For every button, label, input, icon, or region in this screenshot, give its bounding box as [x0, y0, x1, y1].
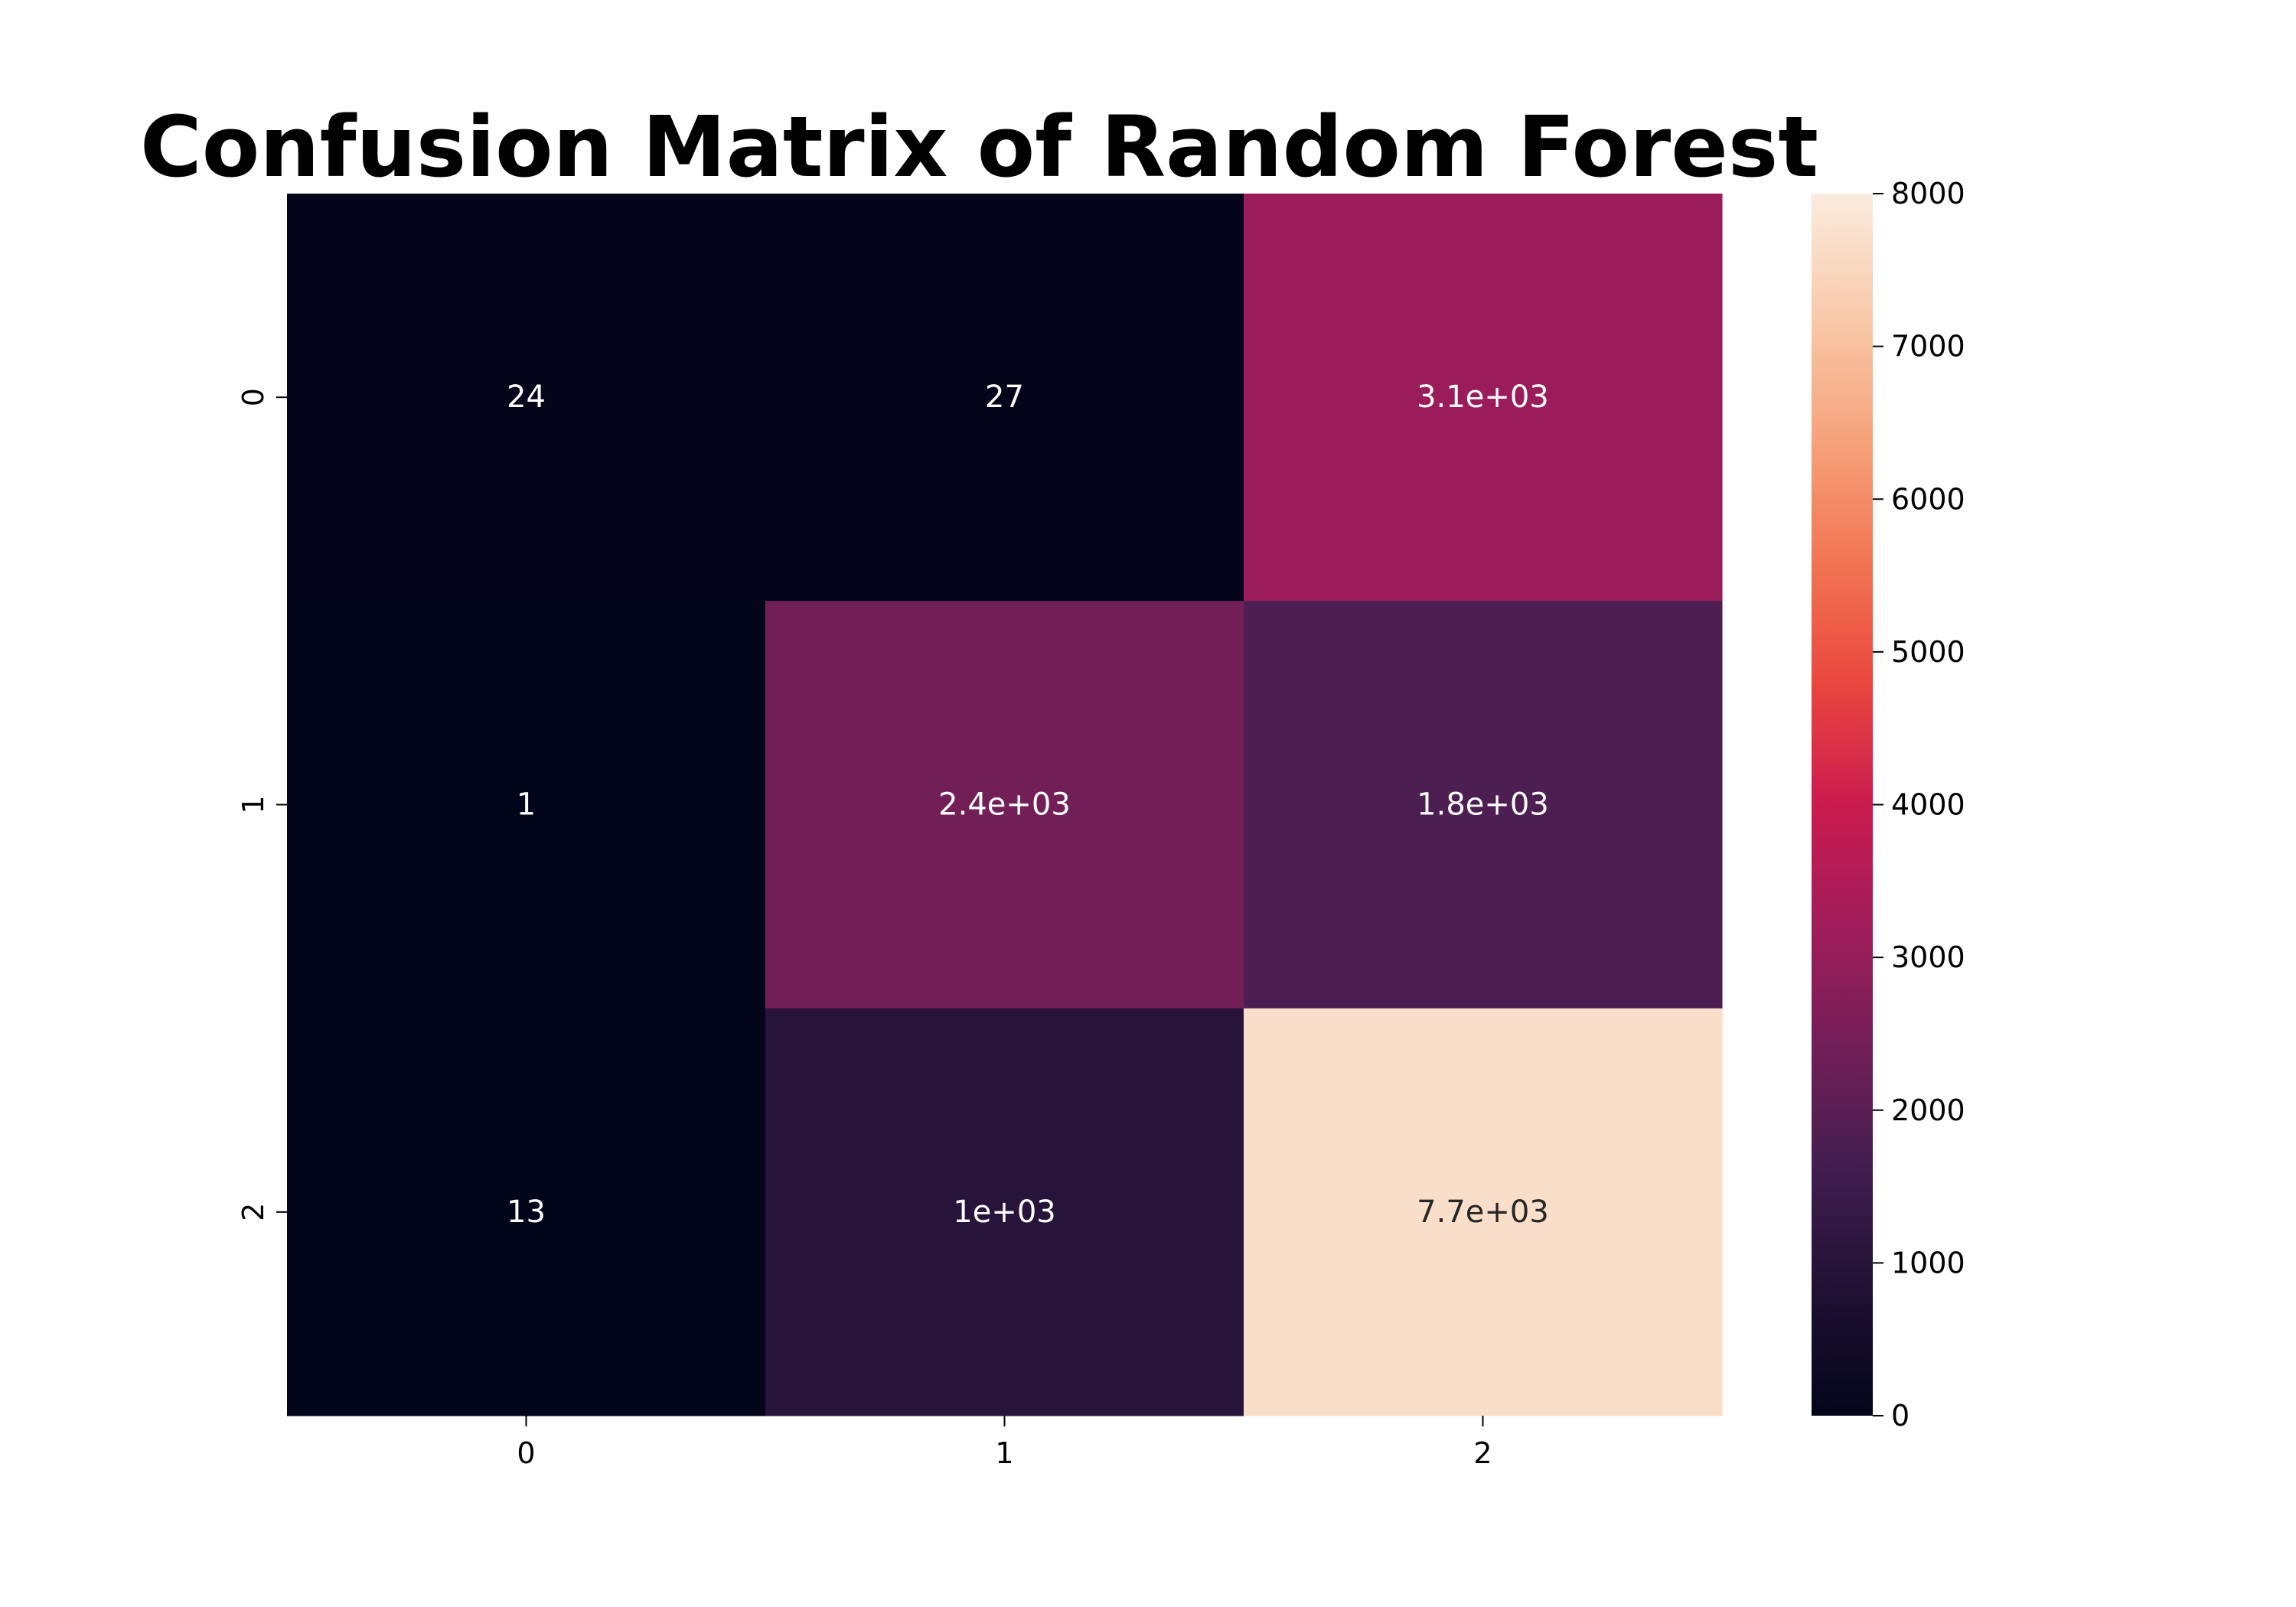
colorbar-tick-label-4: 4000 — [1891, 788, 1965, 822]
heatmap-cell-1-0 — [287, 601, 766, 1009]
cell-annotation-2-1: 1e+03 — [953, 1195, 1055, 1230]
colorbar: 0 1000 2000 3000 4000 5000 6000 7000 8000 — [1812, 177, 1965, 1433]
colorbar-tick-label-3: 3000 — [1891, 940, 1965, 974]
heatmap-cell-2-1 — [765, 1008, 1244, 1416]
cell-annotation-1-1: 2.4e+03 — [938, 787, 1071, 823]
cell-annotations: 24 27 3.1e+03 1 2.4e+03 1.8e+03 13 1e+03 7.7e+03 — [507, 380, 1549, 1230]
cell-annotation-0-0: 24 — [507, 380, 546, 415]
colorbar-tick-label-7: 7000 — [1891, 330, 1965, 363]
cell-annotation-0-2: 3.1e+03 — [1417, 380, 1549, 415]
x-tick-label-0: 0 — [517, 1436, 535, 1470]
x-axis: 0 1 2 — [517, 1416, 1492, 1470]
heatmap-cell-2-0 — [287, 1008, 766, 1416]
cell-annotation-2-2: 7.7e+03 — [1417, 1195, 1549, 1230]
y-tick-label-1: 1 — [236, 795, 270, 813]
heatmap-cell-0-2 — [1244, 194, 1723, 601]
colorbar-gradient — [1812, 194, 1873, 1416]
cell-annotation-1-2: 1.8e+03 — [1417, 787, 1549, 823]
cell-annotation-1-0: 1 — [517, 787, 536, 823]
x-tick-label-1: 1 — [995, 1436, 1013, 1470]
y-tick-label-0: 0 — [236, 388, 270, 406]
colorbar-tick-label-2: 2000 — [1891, 1094, 1965, 1127]
cell-annotation-2-0: 13 — [507, 1195, 546, 1230]
heatmap-cell-0-0 — [287, 194, 766, 601]
heatmap-cell-1-2 — [1244, 601, 1723, 1009]
colorbar-tick-label-0: 0 — [1891, 1399, 1910, 1433]
y-tick-label-2: 2 — [236, 1203, 270, 1221]
y-axis: 0 1 2 — [236, 388, 287, 1221]
colorbar-tick-label-8: 8000 — [1891, 177, 1965, 210]
heatmap-cell-2-2 — [1244, 1008, 1723, 1416]
heatmap-cells — [287, 194, 1723, 1416]
cell-annotation-0-1: 27 — [985, 380, 1024, 415]
chart-title: Confusion Matrix of Random Forest — [140, 98, 1818, 196]
heatmap-cell-1-1 — [765, 601, 1244, 1009]
heatmap-cell-0-1 — [765, 194, 1244, 601]
colorbar-tick-label-5: 5000 — [1891, 635, 1965, 669]
colorbar-tick-label-6: 6000 — [1891, 482, 1965, 516]
x-tick-label-2: 2 — [1473, 1436, 1492, 1470]
colorbar-tick-label-1: 1000 — [1891, 1246, 1965, 1279]
